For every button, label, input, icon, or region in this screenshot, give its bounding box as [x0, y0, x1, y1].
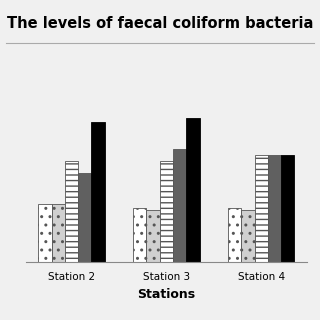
- Bar: [133, 208, 147, 262]
- Bar: [241, 210, 255, 262]
- Bar: [160, 161, 173, 262]
- Bar: [281, 155, 294, 262]
- Text: The levels of faecal coliform bacteria: The levels of faecal coliform bacteria: [7, 16, 313, 31]
- Bar: [186, 118, 200, 262]
- Bar: [268, 155, 281, 262]
- Bar: [52, 204, 65, 262]
- Bar: [228, 208, 241, 262]
- Bar: [173, 149, 186, 262]
- Bar: [147, 210, 160, 262]
- Bar: [65, 161, 78, 262]
- Bar: [78, 172, 92, 262]
- Bar: [92, 122, 105, 262]
- Bar: [255, 155, 268, 262]
- Bar: [38, 204, 52, 262]
- X-axis label: Stations: Stations: [137, 288, 196, 301]
